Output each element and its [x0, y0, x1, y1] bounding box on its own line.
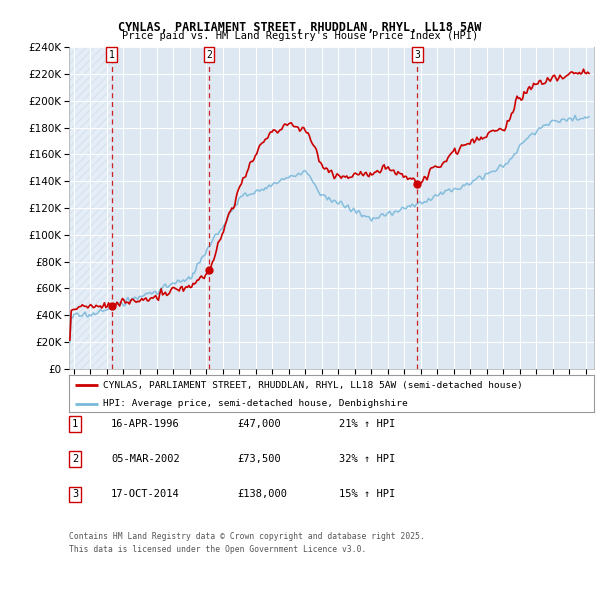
Text: CYNLAS, PARLIAMENT STREET, RHUDDLAN, RHYL, LL18 5AW: CYNLAS, PARLIAMENT STREET, RHUDDLAN, RHY…: [118, 21, 482, 34]
Text: 2: 2: [206, 50, 212, 60]
Text: 32% ↑ HPI: 32% ↑ HPI: [339, 454, 395, 464]
Text: 17-OCT-2014: 17-OCT-2014: [111, 490, 180, 499]
Text: £138,000: £138,000: [237, 490, 287, 499]
Text: CYNLAS, PARLIAMENT STREET, RHUDDLAN, RHYL, LL18 5AW (semi-detached house): CYNLAS, PARLIAMENT STREET, RHUDDLAN, RHY…: [103, 381, 523, 390]
Text: 3: 3: [414, 50, 420, 60]
Text: Price paid vs. HM Land Registry's House Price Index (HPI): Price paid vs. HM Land Registry's House …: [122, 31, 478, 41]
Text: 16-APR-1996: 16-APR-1996: [111, 419, 180, 428]
Text: 21% ↑ HPI: 21% ↑ HPI: [339, 419, 395, 428]
Text: 1: 1: [72, 419, 78, 428]
Text: 3: 3: [72, 490, 78, 499]
Text: Contains HM Land Registry data © Crown copyright and database right 2025.
This d: Contains HM Land Registry data © Crown c…: [69, 532, 425, 553]
Text: £73,500: £73,500: [237, 454, 281, 464]
Text: 05-MAR-2002: 05-MAR-2002: [111, 454, 180, 464]
Text: 15% ↑ HPI: 15% ↑ HPI: [339, 490, 395, 499]
Text: 1: 1: [109, 50, 115, 60]
Text: HPI: Average price, semi-detached house, Denbighshire: HPI: Average price, semi-detached house,…: [103, 399, 408, 408]
Text: £47,000: £47,000: [237, 419, 281, 428]
Text: 2: 2: [72, 454, 78, 464]
